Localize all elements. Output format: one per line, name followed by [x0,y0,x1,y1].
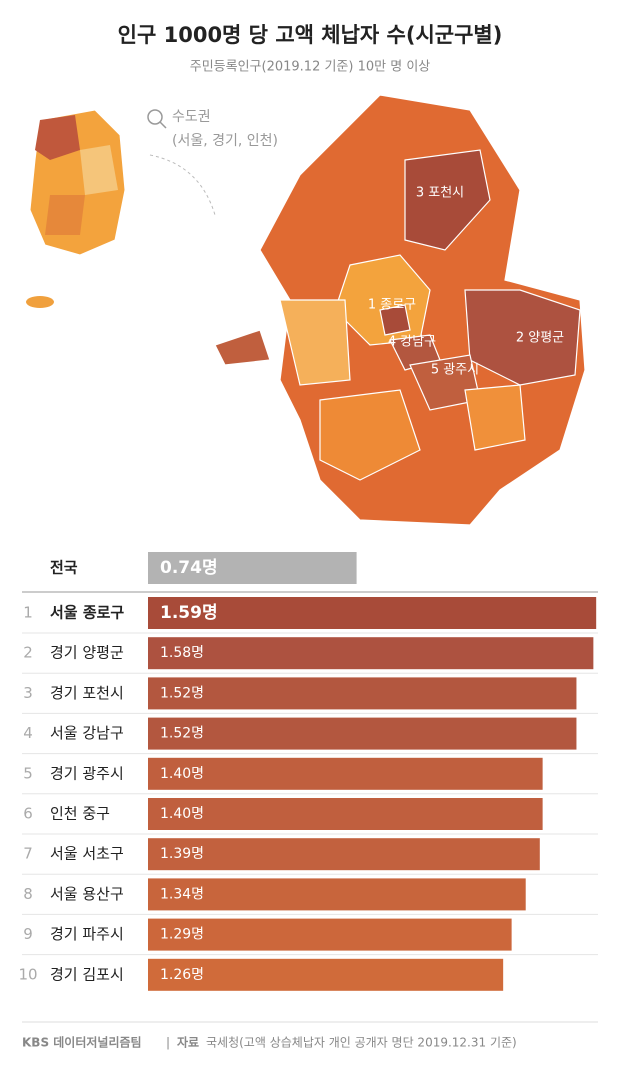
category-label: 서울 강남구 [50,724,124,742]
value-label: 1.29명 [160,927,204,943]
national-bar [148,552,357,584]
bar [148,798,543,830]
rank: 8 [23,885,33,903]
footer-team: KBS 데이터저널리즘팀 [22,1035,142,1050]
category-label: 서울 종로구 [50,604,124,622]
rank: 10 [18,965,37,983]
value-label: 1.39명 [160,846,204,862]
rank: 9 [23,925,33,943]
value-label: 1.40명 [160,806,204,822]
callout-subtitle: (서울, 경기, 인천) [172,133,278,149]
value-label: 1.26명 [160,967,204,983]
bar [148,597,597,629]
category-label: 서울 서초구 [50,845,124,863]
rank: 3 [23,684,33,702]
chart-subtitle: 주민등록인구(2019.12 기준) 10만 명 이상 [190,60,431,75]
category-label: 경기 양평군 [50,644,124,662]
footer-separator: | [166,1036,170,1050]
rank: 2 [23,644,33,662]
callout-title: 수도권 [172,109,211,125]
value-label: 1.58명 [160,645,204,661]
callout: 수도권 (서울, 경기, 인천) [147,109,278,216]
category-label: 경기 김포시 [50,965,124,983]
footer-source-label: 자료 [177,1035,199,1050]
bar [148,637,594,670]
rank: 1 [23,604,33,622]
bar [148,717,577,750]
footer-source: 국세청(고액 상습체납자 개인 공개자 명단 2019.12.31 기준) [206,1036,517,1050]
map-label: 3 포천시 [416,186,464,201]
bar [148,878,526,911]
inset-map [26,109,126,308]
national-label: 전국 [50,559,78,577]
bar [148,958,504,991]
category-label: 경기 포천시 [50,684,124,702]
capital-map [214,94,586,526]
category-label: 경기 파주시 [50,925,124,943]
bar [148,838,540,871]
value-label: 1.59명 [160,603,218,623]
value-label: 1.52명 [160,685,204,701]
map-label: 1 종로구 [368,298,416,313]
category-label: 인천 중구 [50,805,110,823]
rank: 7 [23,845,33,863]
national-value: 0.74명 [160,558,218,578]
value-label: 1.52명 [160,726,204,742]
map-label: 4 강남구 [388,335,436,350]
category-label: 경기 광주시 [50,764,124,782]
value-label: 1.40명 [160,766,204,782]
bar [148,918,512,951]
rank: 4 [23,724,33,742]
rank: 5 [23,764,33,782]
bar [148,677,577,710]
map-label: 5 광주시 [431,363,479,378]
map-labels: 1 종로구 2 양평군 3 포천시 4 강남구 5 광주시 [368,186,564,378]
map-label: 2 양평군 [516,331,564,346]
chart-title: 인구 1000명 당 고액 체납자 수(시군구별) [118,23,503,47]
value-label: 1.34명 [160,886,204,902]
category-label: 서울 용산구 [50,885,124,903]
bar [148,757,543,790]
rank: 6 [23,805,33,823]
